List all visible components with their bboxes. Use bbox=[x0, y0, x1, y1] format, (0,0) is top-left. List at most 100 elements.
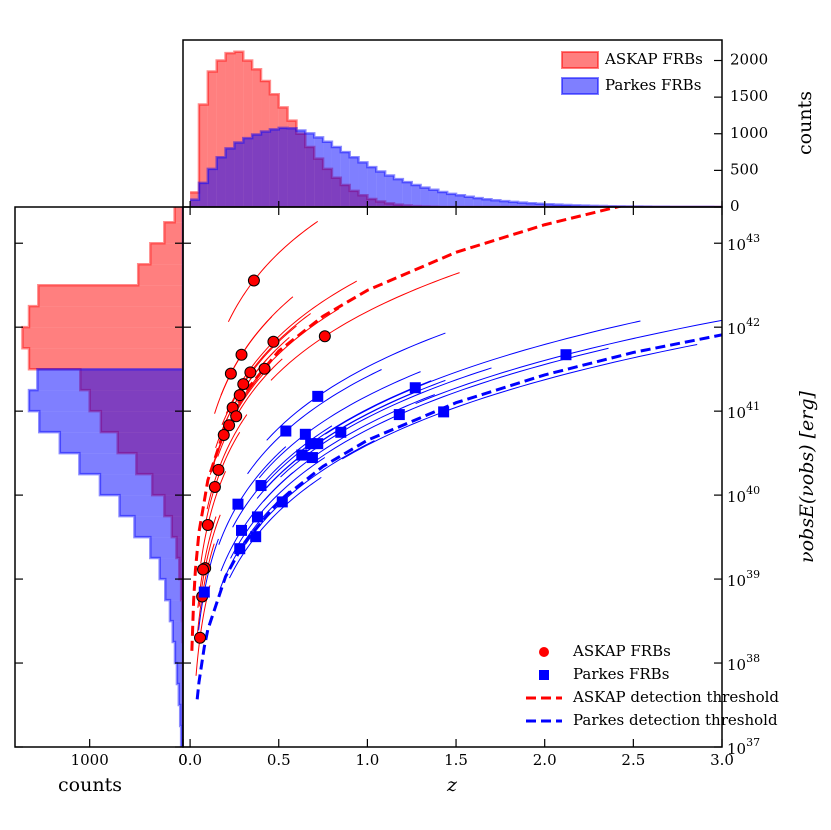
y-tick-label: 1500 bbox=[730, 87, 768, 105]
histogram-bar bbox=[150, 537, 183, 559]
frb-point bbox=[224, 367, 237, 380]
frb-point bbox=[212, 463, 225, 476]
x-tick-label: 0.5 bbox=[267, 751, 291, 769]
y-tick-label: 2000 bbox=[730, 51, 768, 69]
histogram-bar bbox=[261, 131, 270, 207]
histogram-bar bbox=[190, 199, 199, 207]
histogram-bar bbox=[174, 207, 183, 223]
panel-frame bbox=[182, 206, 723, 748]
frb-track bbox=[232, 425, 333, 528]
histogram-bar bbox=[181, 725, 183, 747]
y-tick-label: 1037 bbox=[727, 736, 760, 758]
histogram-bar bbox=[482, 199, 492, 207]
x-tick-label: 0 bbox=[178, 751, 188, 769]
frb-point bbox=[237, 378, 250, 391]
y-tick-label: 1000 bbox=[730, 124, 768, 142]
frb-point bbox=[197, 563, 210, 576]
frb-point bbox=[255, 480, 267, 492]
frb-track bbox=[196, 543, 215, 635]
histogram-bar bbox=[172, 621, 183, 643]
histogram-bar bbox=[376, 171, 386, 207]
histogram-bar bbox=[59, 432, 183, 454]
main-x-label: z bbox=[446, 774, 458, 796]
y-tick-label: 1042 bbox=[727, 316, 760, 338]
frb-point bbox=[247, 274, 260, 287]
frb-point bbox=[312, 438, 324, 450]
histogram-bar bbox=[393, 179, 403, 207]
histogram-bar bbox=[150, 243, 183, 265]
histogram-bar bbox=[38, 285, 183, 307]
legend-marker bbox=[539, 647, 549, 657]
histogram-bar bbox=[420, 187, 430, 207]
histogram-bar bbox=[340, 152, 350, 207]
frb-track bbox=[315, 347, 609, 462]
histogram-bar bbox=[544, 204, 554, 207]
frb-point bbox=[244, 366, 257, 379]
histogram-bar bbox=[243, 60, 253, 207]
histogram-bar bbox=[296, 130, 306, 207]
histogram-bar bbox=[165, 579, 183, 601]
histogram-bar bbox=[331, 146, 341, 207]
x-tick-label: 1.0 bbox=[355, 751, 379, 769]
x-tick-label: 1000 bbox=[71, 751, 109, 769]
frb-track bbox=[247, 369, 382, 475]
legend-patch bbox=[561, 51, 599, 69]
frb-track bbox=[221, 325, 297, 426]
histogram-bar bbox=[473, 198, 483, 207]
histogram-bar bbox=[180, 705, 183, 726]
histogram-bar bbox=[29, 306, 183, 328]
frb-point bbox=[276, 496, 288, 508]
histogram-bar bbox=[526, 203, 536, 207]
frb-point bbox=[393, 409, 405, 421]
histogram-bar bbox=[535, 203, 545, 207]
histogram-bar bbox=[174, 642, 183, 664]
legend-patch bbox=[561, 77, 599, 95]
y-tick-label: 1041 bbox=[727, 400, 760, 422]
frb-point bbox=[201, 519, 214, 532]
histogram-bar bbox=[438, 191, 448, 207]
frb-point bbox=[217, 428, 230, 441]
frb-point bbox=[230, 410, 243, 423]
y-tick-label: 1043 bbox=[727, 232, 760, 254]
frb-point bbox=[318, 330, 331, 343]
legend-label: ASKAP detection threshold bbox=[572, 688, 779, 706]
frb-track bbox=[266, 332, 446, 441]
x-tick-label: 0.0 bbox=[178, 751, 202, 769]
frb-point bbox=[312, 390, 324, 402]
frb-track bbox=[258, 371, 421, 479]
left-panel-plot bbox=[21, 207, 183, 747]
histogram-bar bbox=[447, 193, 457, 207]
histogram-bar bbox=[243, 138, 253, 207]
legend-label: Parkes FRBs bbox=[605, 76, 701, 94]
frb-point bbox=[267, 335, 280, 348]
frb-point bbox=[198, 586, 210, 598]
frb-point bbox=[208, 480, 221, 493]
histogram-bar bbox=[234, 142, 244, 207]
frb-point bbox=[296, 449, 308, 461]
frb-point bbox=[236, 524, 248, 536]
histogram-bar bbox=[164, 222, 183, 244]
histogram-bar bbox=[79, 453, 183, 475]
frb-point bbox=[438, 406, 450, 418]
histogram-bar bbox=[119, 495, 183, 517]
histogram-bar bbox=[138, 264, 183, 286]
frb-track bbox=[341, 343, 698, 460]
frb-track bbox=[220, 296, 294, 396]
histogram-bar bbox=[491, 200, 501, 207]
legend: ASKAP FRBs Parkes FRBs ASKAP FRBs Parkes FR… bbox=[526, 50, 779, 729]
frb-track bbox=[324, 320, 641, 435]
frb-track bbox=[266, 379, 446, 488]
histogram-bar bbox=[29, 390, 183, 412]
histogram-bar bbox=[385, 175, 394, 207]
frb-track bbox=[239, 280, 357, 385]
histogram-bar bbox=[29, 348, 183, 370]
legend-marker bbox=[539, 670, 549, 680]
frb-point bbox=[235, 348, 248, 361]
histogram-bar bbox=[367, 167, 377, 207]
frb-point bbox=[280, 425, 292, 437]
frb-point bbox=[223, 419, 236, 432]
main-panel-plot bbox=[190, 207, 722, 700]
threshold-line bbox=[190, 207, 624, 651]
y-tick-label: 1038 bbox=[727, 652, 760, 674]
